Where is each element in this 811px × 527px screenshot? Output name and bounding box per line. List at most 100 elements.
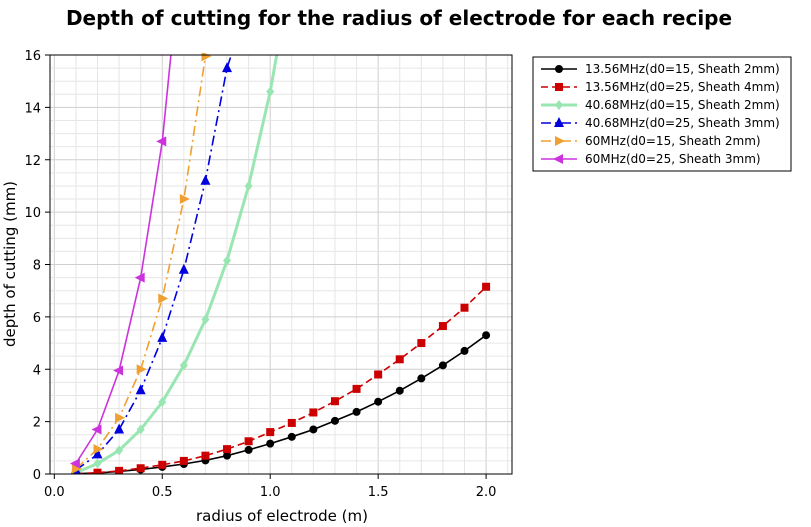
y-tick-label: 14 xyxy=(24,101,41,116)
legend-marker xyxy=(554,117,564,127)
legend-label: 40.68MHz(d0=25, Sheath 3mm) xyxy=(585,116,780,130)
y-tick-label: 0 xyxy=(33,468,41,483)
series-line xyxy=(75,54,211,470)
data-point xyxy=(244,437,253,446)
legend-marker xyxy=(555,136,565,146)
x-tick-label: 1.5 xyxy=(368,485,389,500)
data-point xyxy=(136,364,147,375)
legend-item: 13.56MHz(d0=15, Sheath 2mm) xyxy=(541,62,780,76)
y-tick-label: 6 xyxy=(33,311,41,326)
data-point xyxy=(395,355,404,364)
data-point xyxy=(395,386,404,395)
data-point xyxy=(482,331,491,340)
x-tick-label: 0.0 xyxy=(44,485,65,500)
legend-item: 40.68MHz(d0=15, Sheath 2mm) xyxy=(541,98,780,112)
data-point xyxy=(374,370,383,379)
y-tick-label: 16 xyxy=(24,49,41,64)
data-point xyxy=(93,444,104,455)
data-point xyxy=(417,374,426,383)
y-tick-label: 2 xyxy=(33,416,41,431)
data-point xyxy=(135,384,146,395)
data-point xyxy=(460,303,469,312)
data-point xyxy=(309,425,318,434)
legend-item: 60MHz(d0=25, Sheath 3mm) xyxy=(541,152,761,166)
data-point xyxy=(92,448,103,459)
data-point xyxy=(93,458,102,469)
data-point xyxy=(266,428,275,437)
data-point xyxy=(156,136,167,147)
data-point xyxy=(113,365,124,376)
y-axis-label: depth of cutting (mm) xyxy=(1,181,19,347)
data-point xyxy=(287,432,296,441)
legend-marker xyxy=(555,100,563,110)
data-point xyxy=(352,384,361,393)
legend-label: 60MHz(d0=15, Sheath 2mm) xyxy=(585,134,761,148)
data-point xyxy=(158,460,167,469)
data-point xyxy=(71,463,82,474)
data-point xyxy=(266,439,275,448)
legend-item: 40.68MHz(d0=25, Sheath 3mm) xyxy=(541,116,780,130)
data-point xyxy=(374,397,383,406)
legend-item: 60MHz(d0=15, Sheath 2mm) xyxy=(541,134,761,148)
legend-marker xyxy=(553,154,563,164)
legend-item: 13.56MHz(d0=25, Sheath 4mm) xyxy=(541,80,780,94)
data-point xyxy=(179,194,190,205)
x-axis-label: radius of electrode (m) xyxy=(196,507,368,525)
legend-label: 40.68MHz(d0=15, Sheath 2mm) xyxy=(585,98,780,112)
data-point xyxy=(330,416,339,425)
data-point xyxy=(93,468,102,474)
series-layer xyxy=(69,53,491,474)
data-point xyxy=(158,293,169,304)
data-point xyxy=(223,445,232,454)
data-point xyxy=(330,397,339,406)
series-3 xyxy=(71,54,279,474)
chart-title: Depth of cutting for the radius of elect… xyxy=(66,6,732,30)
series-2 xyxy=(71,282,491,474)
legend-label: 13.56MHz(d0=15, Sheath 2mm) xyxy=(585,62,780,76)
y-tick-label: 4 xyxy=(33,363,41,378)
y-tick-label: 12 xyxy=(24,154,41,169)
data-point xyxy=(417,339,426,348)
legend-marker xyxy=(555,65,563,73)
data-point xyxy=(69,458,80,469)
legend: 13.56MHz(d0=15, Sheath 2mm) 13.56MHz(d0=2… xyxy=(532,56,792,172)
data-point xyxy=(482,282,491,291)
ticks-layer: 0.0 0.5 1.0 1.5 2.0 0 2 4 6 8 10 12 14 16 xyxy=(24,49,496,500)
data-point xyxy=(287,418,296,427)
data-point xyxy=(244,180,253,191)
data-point xyxy=(114,423,125,434)
x-tick-label: 0.5 xyxy=(152,485,173,500)
y-tick-label: 8 xyxy=(33,259,41,274)
data-point xyxy=(158,396,167,407)
data-point xyxy=(91,424,102,435)
data-point xyxy=(352,407,361,416)
grid-layer xyxy=(50,54,512,475)
data-point xyxy=(179,456,188,465)
data-point xyxy=(115,445,124,456)
data-point xyxy=(179,360,188,371)
data-point xyxy=(134,272,145,283)
data-point xyxy=(157,331,168,342)
data-point xyxy=(201,314,210,325)
legend-label: 60MHz(d0=25, Sheath 3mm) xyxy=(585,152,761,166)
data-point xyxy=(309,408,318,417)
y-tick-label: 10 xyxy=(24,206,41,221)
legend-marker xyxy=(555,83,563,91)
series-6 xyxy=(69,54,172,469)
data-point xyxy=(136,464,145,473)
x-tick-label: 1.0 xyxy=(260,485,281,500)
x-tick-label: 2.0 xyxy=(476,485,497,500)
data-point xyxy=(266,86,275,97)
series-4 xyxy=(70,54,233,474)
data-point xyxy=(460,346,469,355)
data-point xyxy=(200,174,211,185)
data-point xyxy=(438,322,447,331)
data-point xyxy=(115,412,126,423)
data-point xyxy=(222,62,233,73)
series-line xyxy=(75,54,172,464)
data-point xyxy=(438,361,447,370)
data-point xyxy=(136,424,145,435)
data-point xyxy=(201,451,210,460)
data-point xyxy=(115,466,124,474)
